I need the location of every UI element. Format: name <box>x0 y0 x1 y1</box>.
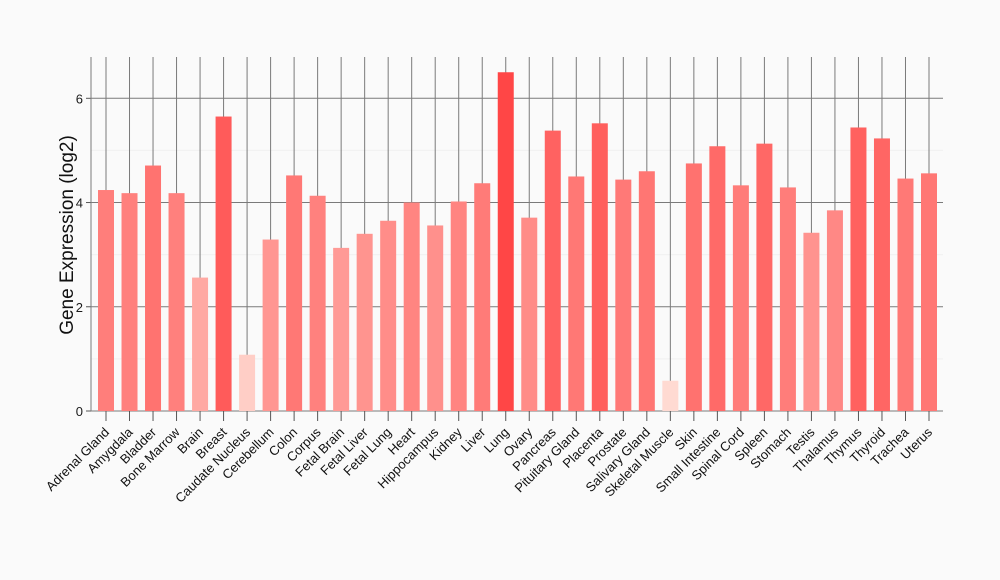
bar-kidney <box>450 201 467 411</box>
bar-hippocampus <box>427 225 444 411</box>
bar-small-intestine <box>709 146 726 412</box>
bar-pituitary-gland <box>568 176 585 411</box>
bar-fetal-brain <box>333 247 350 411</box>
bar-bladder <box>145 165 162 411</box>
bar-trachea <box>897 178 914 411</box>
bar-caudate-nucleus <box>239 354 256 411</box>
bar-bone-marrow <box>168 193 185 411</box>
y-tick-label: 2 <box>76 300 83 315</box>
bar-thymus <box>850 127 867 411</box>
bar-thyroid <box>873 138 890 411</box>
bar-amygdala <box>121 193 138 411</box>
bar-stomach <box>779 187 796 411</box>
bar-skin <box>685 163 702 411</box>
bar-salivary-gland <box>638 171 655 411</box>
y-tick-label: 6 <box>76 91 83 106</box>
bar-uterus <box>921 173 937 411</box>
bar-ovary <box>521 217 538 411</box>
bar-fetal-lung <box>380 220 397 411</box>
bar-fetal-liver <box>356 233 373 411</box>
bar-liver <box>474 183 491 411</box>
y-tick-label: 4 <box>76 196 83 211</box>
bar-cerebellum <box>262 239 279 411</box>
bar-brain <box>192 277 209 411</box>
y-tick-label: 0 <box>76 404 83 419</box>
bar-pancreas <box>544 130 561 411</box>
bar-corpus <box>309 195 326 411</box>
bar-adrenal-gland <box>98 190 114 411</box>
bar-thalamus <box>826 210 843 411</box>
bar-skeletal-muscle <box>662 380 679 411</box>
bar-prostate <box>615 179 632 411</box>
bar-lung <box>497 72 514 411</box>
bar-spinal-cord <box>732 185 749 411</box>
bar-testis <box>803 232 820 411</box>
bar-spleen <box>756 143 773 412</box>
bar-breast <box>215 116 232 411</box>
bars <box>98 72 937 412</box>
bar-heart <box>403 202 420 411</box>
bar-colon <box>286 175 303 411</box>
x-tick-label: Liver <box>458 424 489 455</box>
y-axis-label: Gene Expression (log2) <box>57 135 78 335</box>
bar-placenta <box>591 123 608 411</box>
